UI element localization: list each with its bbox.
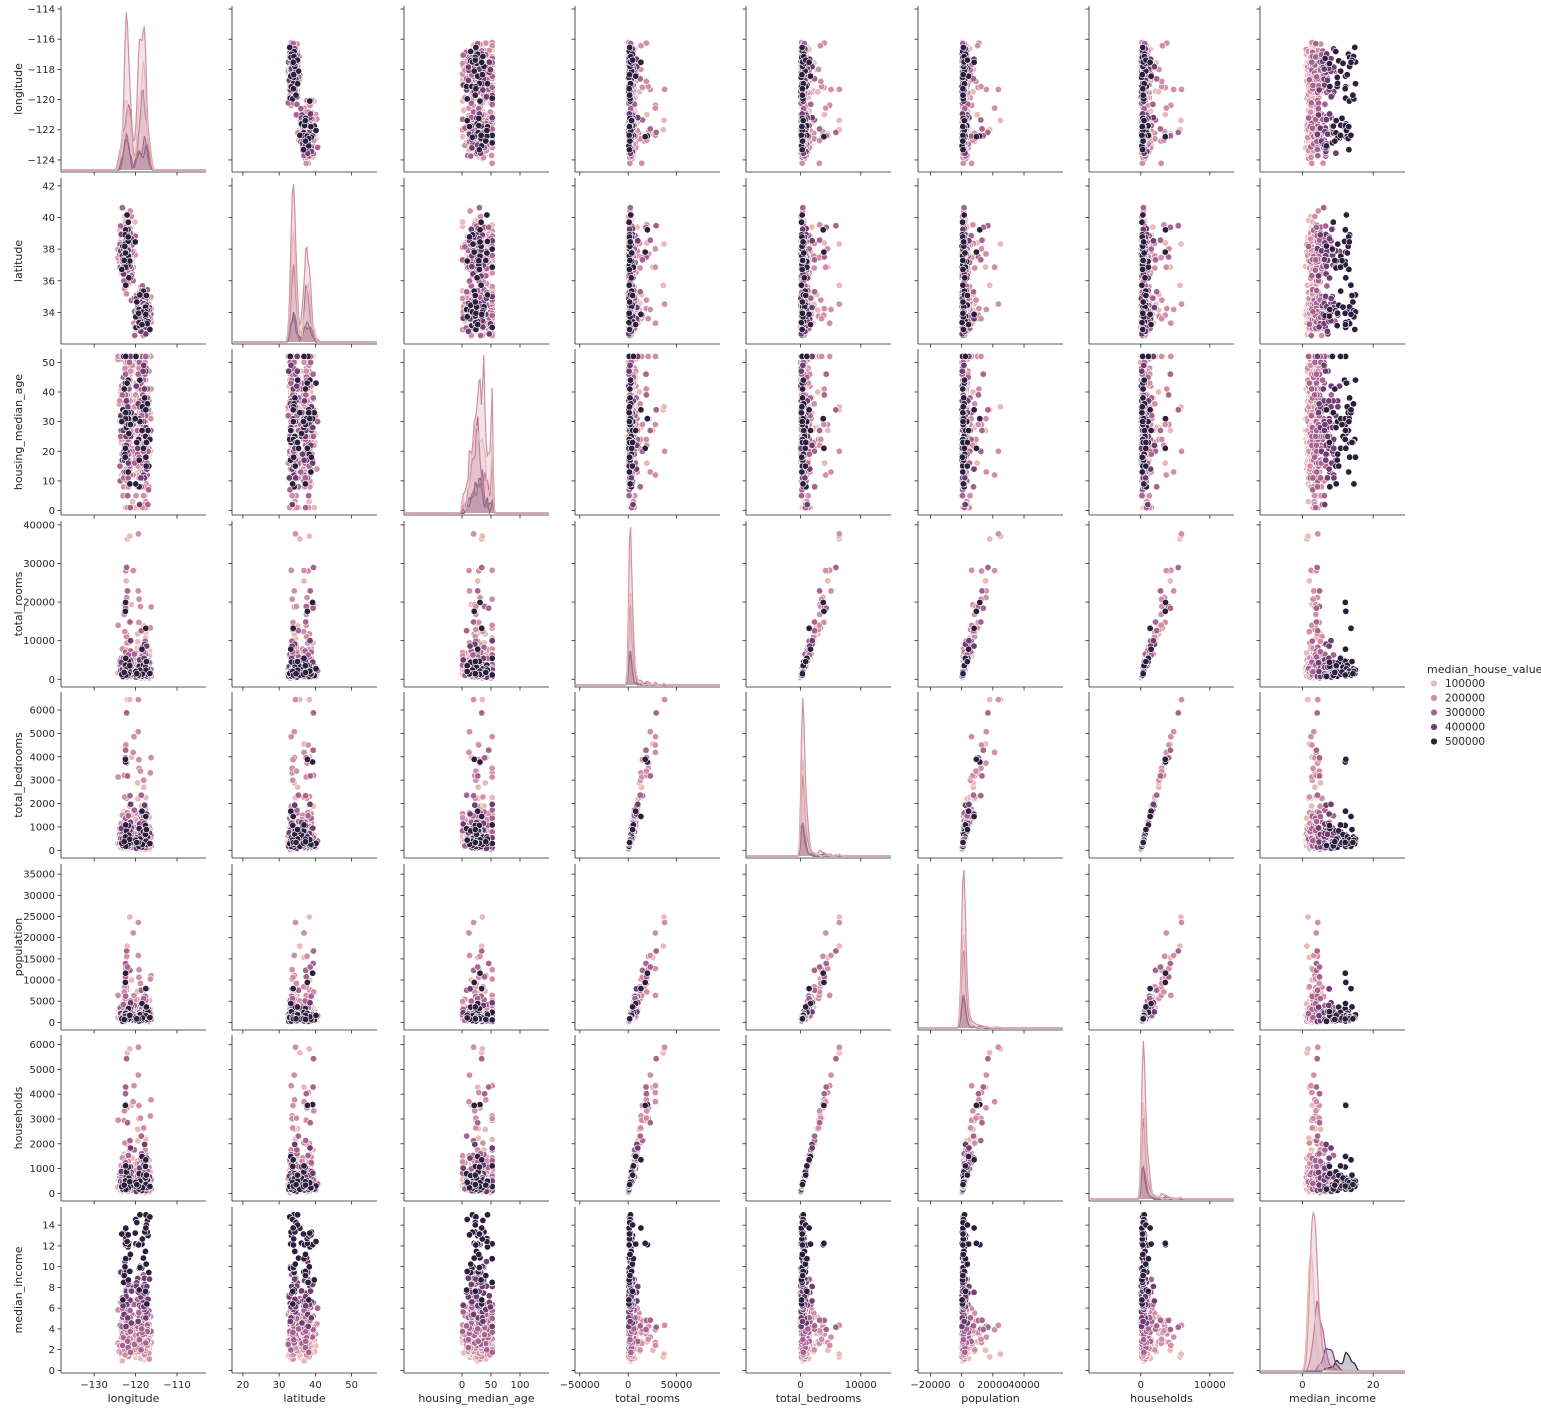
data-point xyxy=(469,134,475,140)
data-point xyxy=(297,132,303,138)
data-point xyxy=(836,117,842,123)
y-tick-label: −118 xyxy=(28,65,55,76)
data-point xyxy=(639,84,645,90)
data-point xyxy=(489,101,495,107)
data-point xyxy=(626,147,632,153)
y-tick-label: −122 xyxy=(28,125,55,136)
data-point xyxy=(626,132,632,138)
data-point xyxy=(483,94,489,100)
data-point xyxy=(291,72,297,78)
data-point xyxy=(478,132,484,138)
kde-line xyxy=(61,61,206,170)
data-point xyxy=(633,73,639,79)
data-point xyxy=(287,44,293,50)
data-point xyxy=(487,67,493,73)
data-point xyxy=(479,72,485,78)
data-point xyxy=(477,98,483,104)
data-point xyxy=(307,111,313,117)
data-point xyxy=(469,145,475,151)
data-point xyxy=(626,72,632,78)
y-tick-label: −116 xyxy=(28,35,55,46)
data-point xyxy=(476,115,482,121)
data-point xyxy=(638,43,644,49)
panel-longitude-vs-latitude xyxy=(229,6,378,176)
data-point xyxy=(302,117,308,123)
data-point xyxy=(308,123,314,129)
data-point xyxy=(314,144,320,150)
data-point xyxy=(464,117,470,123)
panel-longitude-vs-total_rooms xyxy=(572,6,721,176)
panel-longitude-vs-total_bedrooms xyxy=(743,6,892,176)
data-point xyxy=(660,127,666,133)
data-point xyxy=(484,81,490,87)
data-point xyxy=(626,86,632,92)
data-point xyxy=(488,152,494,158)
data-point xyxy=(483,138,489,144)
data-point xyxy=(644,111,650,117)
data-point xyxy=(476,122,482,128)
data-point xyxy=(643,78,649,84)
data-point xyxy=(661,117,667,123)
data-point xyxy=(652,105,658,111)
y-tick-label: −124 xyxy=(28,155,55,166)
panel-longitude-vs-longitude: −114 −116 −118 −120 −122 −124 longitude xyxy=(12,5,206,176)
data-point xyxy=(642,134,648,140)
data-point xyxy=(307,98,313,104)
data-point xyxy=(460,52,466,58)
panel-longitude-vs-housing_median_age xyxy=(401,6,550,176)
kde-fill xyxy=(61,12,206,170)
data-point xyxy=(480,87,486,93)
data-point xyxy=(626,44,632,50)
data-point xyxy=(293,92,299,98)
data-point xyxy=(302,138,308,144)
data-point xyxy=(638,59,644,65)
data-point xyxy=(303,160,309,166)
data-point xyxy=(628,117,634,123)
data-point xyxy=(480,53,486,59)
data-point xyxy=(626,92,632,98)
data-point xyxy=(290,86,296,92)
data-point xyxy=(468,153,474,159)
data-point xyxy=(639,160,645,166)
data-point xyxy=(821,111,827,117)
data-point xyxy=(661,86,667,92)
data-point xyxy=(459,134,465,140)
data-point xyxy=(647,126,653,132)
data-point xyxy=(627,160,633,166)
data-point xyxy=(466,123,472,129)
data-point xyxy=(489,115,495,121)
data-point xyxy=(472,92,478,98)
data-point xyxy=(464,96,470,102)
y-tick-label: −114 xyxy=(28,5,55,16)
data-point xyxy=(476,147,482,153)
data-point xyxy=(629,57,635,63)
data-point xyxy=(473,86,479,92)
data-point xyxy=(484,127,490,133)
y-axis-label: longitude xyxy=(12,63,25,115)
data-point xyxy=(489,140,495,146)
data-point xyxy=(626,123,632,129)
y-tick-label: −120 xyxy=(28,95,55,106)
data-point xyxy=(465,77,471,83)
data-point xyxy=(653,129,659,135)
data-point xyxy=(489,95,495,101)
data-point xyxy=(298,106,304,112)
data-point xyxy=(483,40,489,46)
data-point xyxy=(472,57,478,63)
data-point xyxy=(627,138,633,144)
data-point xyxy=(479,59,485,65)
data-point xyxy=(300,147,306,153)
data-point xyxy=(290,59,296,65)
panels: −114−116−118−120−122−124longitude3436384… xyxy=(12,5,1405,1405)
data-point xyxy=(473,44,479,50)
data-point xyxy=(489,160,495,166)
